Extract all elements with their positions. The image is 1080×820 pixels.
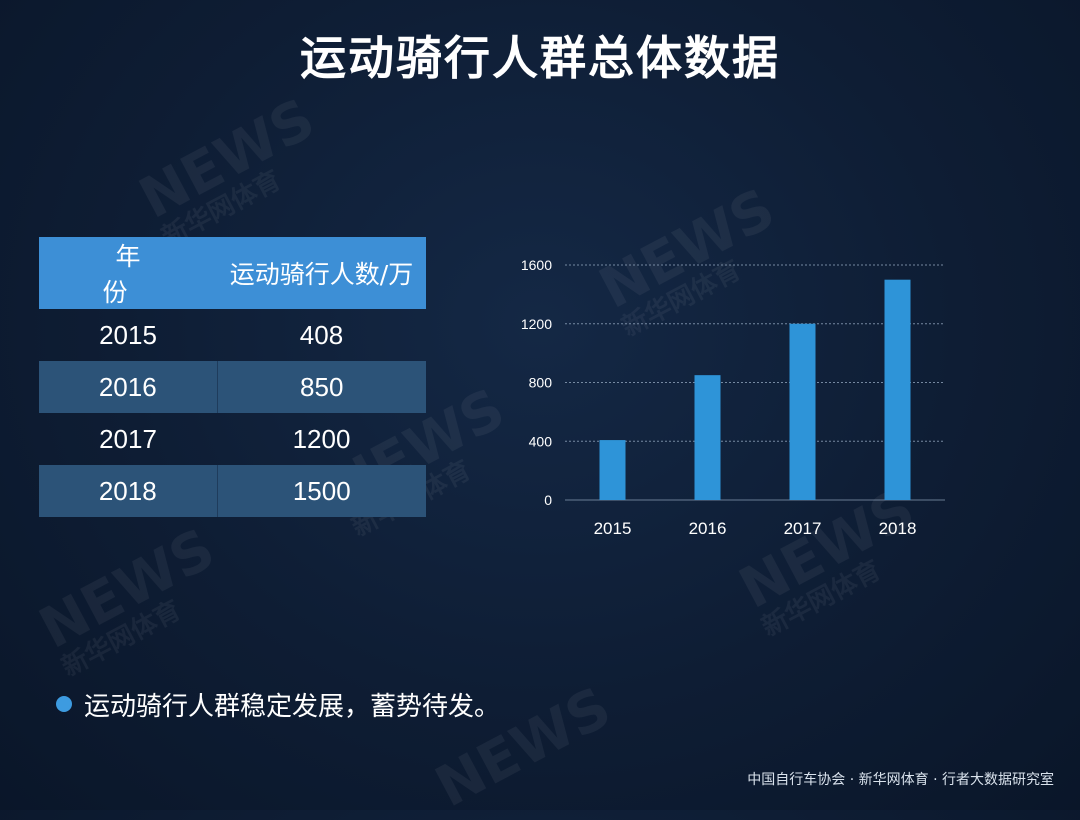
- cell-value: 850: [217, 361, 426, 413]
- bullet-note: 运动骑行人群稳定发展，蓄势待发。: [56, 684, 500, 724]
- x-tick-label: 2016: [689, 519, 727, 538]
- cell-year: 2016: [39, 361, 218, 413]
- table-row: 2015 408: [39, 309, 426, 361]
- x-tick-label: 2017: [784, 519, 822, 538]
- bar: [694, 375, 721, 500]
- bar-chart: 0 400 800 1200 1600 2015 2016 2017 2018: [521, 257, 945, 538]
- y-tick-label: 1200: [521, 316, 552, 332]
- header-riders: 运动骑行人数/万: [217, 237, 426, 309]
- bullet-dot-icon: [56, 696, 72, 712]
- cell-value: 1500: [217, 465, 426, 517]
- cell-value: 1200: [292, 423, 351, 454]
- data-table: 年 份 运动骑行人数/万 2015 408 2016 850 2017 1200…: [39, 237, 426, 517]
- header-year: 年 份: [39, 237, 217, 309]
- cell-year: 2015: [99, 319, 157, 350]
- cell-year: 2018: [39, 465, 218, 517]
- table-row: 2016 850: [39, 361, 426, 413]
- y-tick-label: 400: [529, 433, 553, 449]
- table-header-row: 年 份 运动骑行人数/万: [39, 237, 426, 309]
- x-tick-label: 2018: [879, 519, 917, 538]
- bullet-text: 运动骑行人群稳定发展，蓄势待发。: [84, 691, 501, 722]
- y-tick-label: 1600: [521, 257, 552, 273]
- bar: [884, 279, 911, 500]
- bar: [599, 440, 626, 500]
- y-tick-label: 0: [544, 492, 552, 508]
- table-row: 2018 1500: [39, 465, 426, 517]
- x-tick-label: 2015: [594, 519, 632, 538]
- table-row: 2017 1200: [39, 413, 426, 465]
- page-title: 运动骑行人群总体数据: [300, 31, 780, 85]
- cell-year: 2017: [99, 423, 157, 454]
- cell-value: 408: [299, 319, 344, 350]
- bar: [789, 323, 816, 500]
- y-tick-label: 800: [529, 375, 553, 391]
- source-credit: 中国自行车协会 · 新华网体育 · 行者大数据研究室: [747, 772, 1054, 788]
